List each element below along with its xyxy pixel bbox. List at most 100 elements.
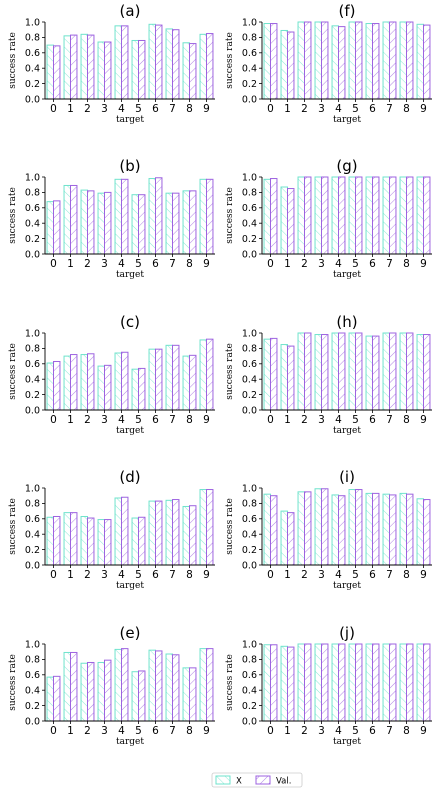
bar-val bbox=[104, 41, 112, 100]
bar-x bbox=[297, 176, 306, 255]
bar-val bbox=[206, 338, 214, 411]
y-tick-label: 0.4 bbox=[242, 375, 257, 386]
bar-x bbox=[382, 643, 391, 722]
x-tick-label: 3 bbox=[318, 569, 325, 581]
bar-val bbox=[321, 643, 329, 722]
chart-title: (c) bbox=[120, 313, 140, 331]
x-tick-label: 1 bbox=[284, 258, 291, 270]
bar-x bbox=[382, 21, 391, 100]
bar-val bbox=[270, 644, 278, 722]
bar-val bbox=[287, 188, 295, 255]
y-tick-label: 0.2 bbox=[25, 701, 40, 712]
x-axis-label: target bbox=[116, 270, 144, 280]
y-tick-label: 0.0 bbox=[25, 716, 40, 727]
bar-x bbox=[263, 178, 272, 255]
x-axis-label: target bbox=[333, 737, 361, 747]
x-axis-label: target bbox=[333, 426, 361, 436]
bar-val bbox=[355, 489, 363, 566]
bar-val bbox=[270, 495, 278, 566]
bar-val bbox=[389, 643, 397, 722]
x-tick-label: 5 bbox=[352, 258, 359, 270]
bar-x bbox=[331, 25, 340, 100]
y-tick-label: 0.2 bbox=[25, 234, 40, 245]
bar-val bbox=[321, 176, 329, 255]
x-tick-label: 9 bbox=[420, 569, 427, 581]
bar-val bbox=[189, 43, 197, 100]
x-tick-label: 4 bbox=[335, 414, 342, 426]
bar-val bbox=[338, 176, 346, 255]
y-tick-label: 0.6 bbox=[242, 203, 257, 214]
x-tick-label: 0 bbox=[267, 725, 274, 737]
x-tick-label: 8 bbox=[403, 725, 410, 737]
x-tick-label: 5 bbox=[352, 414, 359, 426]
bar-val bbox=[155, 348, 163, 411]
x-tick-label: 7 bbox=[386, 414, 393, 426]
bar-x bbox=[80, 189, 89, 255]
bar-x bbox=[80, 33, 89, 100]
bar-x bbox=[365, 23, 374, 100]
bar-x bbox=[114, 25, 123, 100]
bar-x bbox=[416, 176, 425, 255]
bar-x bbox=[80, 354, 89, 411]
bar-x bbox=[97, 192, 106, 255]
x-tick-label: 3 bbox=[318, 414, 325, 426]
y-tick-label: 0.6 bbox=[25, 359, 40, 370]
y-axis-label: success rate bbox=[8, 654, 18, 711]
bar-val bbox=[423, 643, 431, 722]
chart-panel-i: (i) 0.0 0.2 0.4 0.6 0.8 1.0 success rate 0 1 2 3 4 5 6… bbox=[225, 468, 432, 591]
y-tick-label: 1.0 bbox=[25, 17, 40, 28]
bar-x bbox=[46, 516, 55, 566]
x-tick-label: 1 bbox=[67, 258, 74, 270]
y-tick-label: 0.4 bbox=[242, 530, 257, 541]
x-tick-label: 5 bbox=[135, 103, 142, 115]
x-tick-label: 3 bbox=[101, 103, 108, 115]
bar-x bbox=[382, 176, 391, 255]
bar-x bbox=[331, 494, 340, 566]
x-tick-label: 5 bbox=[135, 414, 142, 426]
x-tick-label: 4 bbox=[118, 569, 125, 581]
bar-x bbox=[63, 512, 72, 566]
bar-val bbox=[87, 661, 95, 722]
x-tick-label: 8 bbox=[403, 414, 410, 426]
bar-val bbox=[406, 21, 414, 100]
bar-x bbox=[199, 648, 207, 722]
x-tick-label: 1 bbox=[67, 414, 74, 426]
x-axis-label: target bbox=[116, 426, 144, 436]
bar-x bbox=[382, 493, 391, 566]
x-tick-label: 0 bbox=[267, 258, 274, 270]
x-tick-label: 6 bbox=[152, 569, 159, 581]
chart-title: (b) bbox=[119, 157, 140, 175]
x-tick-label: 5 bbox=[135, 725, 142, 737]
y-tick-label: 1.0 bbox=[242, 639, 257, 650]
bar-x bbox=[148, 178, 156, 255]
x-tick-label: 2 bbox=[84, 103, 91, 115]
y-tick-label: 0.4 bbox=[25, 686, 40, 697]
legend-swatch-val bbox=[255, 775, 271, 785]
x-tick-label: 4 bbox=[118, 258, 125, 270]
bar-x bbox=[263, 493, 272, 566]
bar-val bbox=[53, 45, 61, 100]
bar-x bbox=[314, 643, 323, 722]
x-tick-label: 7 bbox=[386, 258, 393, 270]
y-axis-label: success rate bbox=[8, 343, 18, 400]
chart-title: (d) bbox=[119, 468, 140, 486]
bar-val bbox=[406, 493, 414, 566]
y-tick-label: 1.0 bbox=[25, 172, 40, 183]
y-tick-label: 0.6 bbox=[25, 48, 40, 59]
bar-x bbox=[131, 194, 139, 255]
x-tick-label: 3 bbox=[318, 103, 325, 115]
x-tick-label: 4 bbox=[118, 414, 125, 426]
bar-val bbox=[121, 648, 129, 722]
bar-x bbox=[46, 201, 55, 255]
bar-val bbox=[304, 21, 312, 100]
x-tick-label: 1 bbox=[284, 103, 291, 115]
bar-x bbox=[182, 355, 190, 411]
x-tick-label: 7 bbox=[169, 725, 176, 737]
bar-val bbox=[155, 177, 163, 255]
bar-val bbox=[53, 360, 61, 411]
bar-x bbox=[280, 510, 289, 566]
bar-x bbox=[165, 499, 173, 566]
y-tick-label: 0.4 bbox=[242, 219, 257, 230]
bar-val bbox=[270, 178, 278, 255]
bar-val bbox=[53, 675, 61, 722]
